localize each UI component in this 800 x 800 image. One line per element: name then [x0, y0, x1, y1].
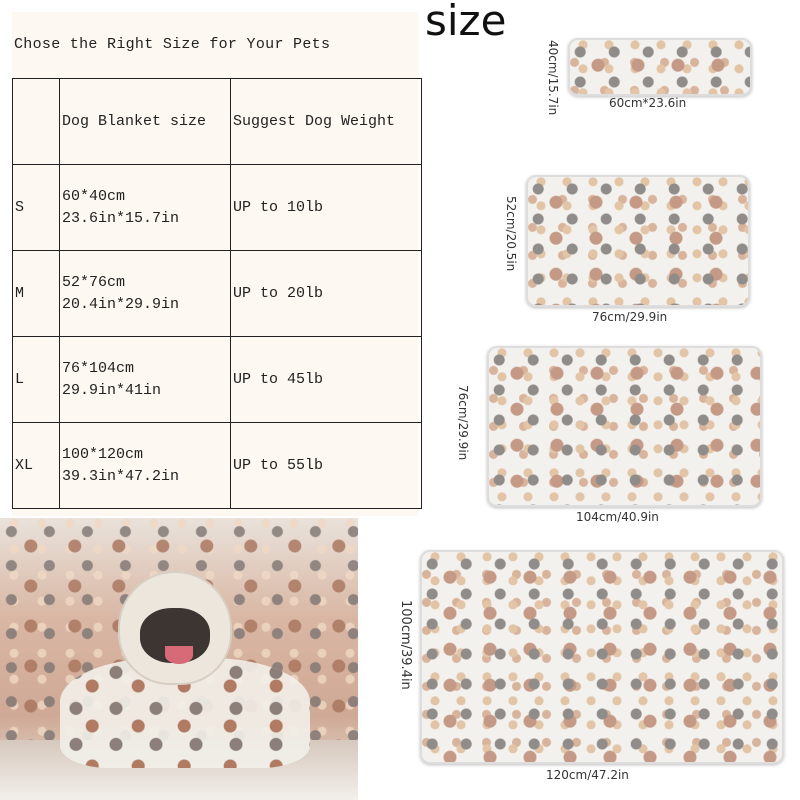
blanket-medium-image	[526, 175, 750, 307]
dimension-cm: 100*120cm	[62, 445, 144, 463]
blanket-xl-height-label: 100cm/39.4in	[398, 600, 413, 690]
size-cell: M	[12, 250, 60, 337]
weight-cell: UP to 10lb	[230, 164, 422, 251]
table-header-row: Dog Blanket size Suggest Dog Weight	[12, 78, 422, 165]
dimension-cm: 76*104cm	[62, 359, 135, 377]
weight-cell: UP to 20lb	[230, 250, 422, 337]
blanket-large-image	[487, 346, 762, 507]
weight-cell: UP to 45lb	[230, 336, 422, 423]
table-row: S 60*40cm 23.6in*15.7in UP to 10lb	[12, 164, 422, 251]
dimension-cell: 100*120cm 39.3in*47.2in	[59, 422, 231, 509]
dimension-cell: 76*104cm 29.9in*41in	[59, 336, 231, 423]
dimension-in: 23.6in*15.7in	[62, 209, 180, 227]
blanket-xl-width-label: 120cm/47.2in	[546, 768, 629, 782]
dimension-cell: 60*40cm 23.6in*15.7in	[59, 164, 231, 251]
size-chart-title: Chose the Right Size for Your Pets	[14, 36, 331, 53]
blanket-medium-width-label: 76cm/29.9in	[592, 310, 668, 324]
header-cell: Dog Blanket size	[59, 78, 231, 165]
weight-cell: UP to 55lb	[230, 422, 422, 509]
blanket-large-width-label: 104cm/40.9in	[576, 510, 659, 524]
table-row: XL 100*120cm 39.3in*47.2in UP to 55lb	[12, 422, 422, 509]
dimension-cell: 52*76cm 20.4in*29.9in	[59, 250, 231, 337]
dimension-cm: 60*40cm	[62, 187, 126, 205]
dimension-in: 39.3in*47.2in	[62, 467, 180, 485]
dog-on-blanket-photo	[0, 518, 358, 800]
dimension-in: 29.9in*41in	[62, 381, 162, 399]
blanket-large-height-label: 76cm/29.9in	[456, 385, 470, 461]
size-cell: L	[12, 336, 60, 423]
blanket-small-height-label: 40cm/15.7in	[546, 40, 560, 116]
size-heading: size	[425, 0, 507, 45]
blanket-medium-height-label: 52cm/20.5in	[504, 196, 518, 272]
dimension-cm: 52*76cm	[62, 273, 126, 291]
size-cell: S	[12, 164, 60, 251]
dimension-in: 20.4in*29.9in	[62, 295, 180, 313]
header-cell	[12, 78, 60, 165]
table-row: M 52*76cm 20.4in*29.9in UP to 20lb	[12, 250, 422, 337]
size-cell: XL	[12, 422, 60, 509]
blanket-small-image	[568, 38, 752, 96]
header-cell: Suggest Dog Weight	[230, 78, 422, 165]
blanket-small-width-label: 60cm*23.6in	[609, 96, 687, 110]
dog-tongue	[165, 646, 193, 664]
table-row: L 76*104cm 29.9in*41in UP to 45lb	[12, 336, 422, 423]
size-table: Dog Blanket size Suggest Dog Weight S 60…	[12, 78, 422, 509]
blanket-xl-image	[420, 550, 784, 764]
